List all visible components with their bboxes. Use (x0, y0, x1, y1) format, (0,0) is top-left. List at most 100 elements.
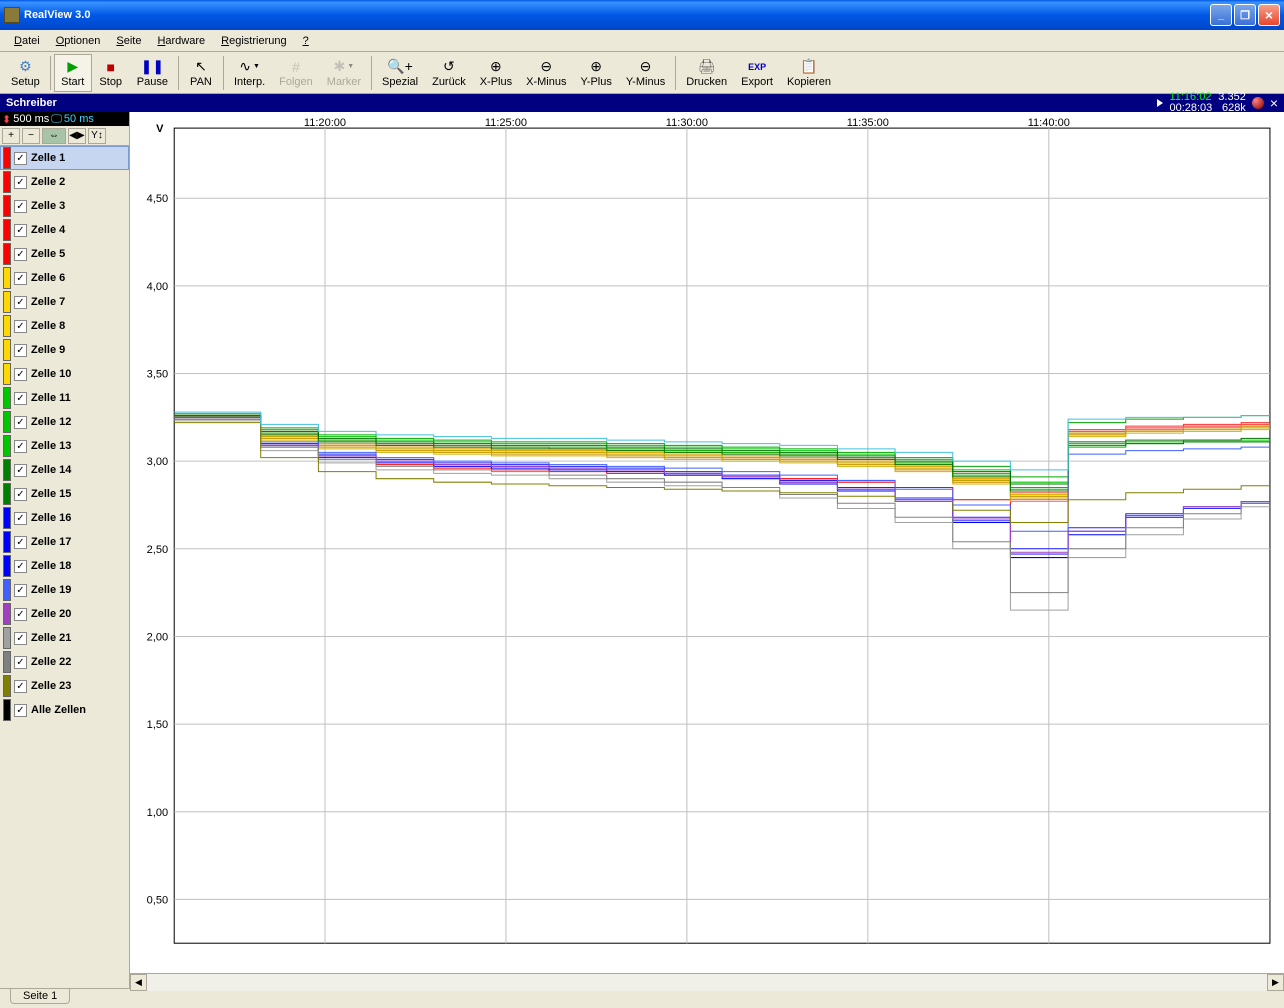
legend-checkbox[interactable]: ✓ (14, 296, 27, 309)
legend-checkbox[interactable]: ✓ (14, 608, 27, 621)
setup-button[interactable]: ⚙Setup (4, 54, 47, 92)
legend-item-zelle-2[interactable]: ✓Zelle 2 (0, 170, 129, 194)
legend-item-zelle-16[interactable]: ✓Zelle 16 (0, 506, 129, 530)
scroll-track[interactable] (147, 974, 1267, 991)
kopieren-button[interactable]: 📋Kopieren (780, 54, 838, 92)
legend-item-zelle-4[interactable]: ✓Zelle 4 (0, 218, 129, 242)
menu-[interactable]: ? (295, 33, 317, 49)
legend-checkbox[interactable]: ✓ (14, 488, 27, 501)
toolbar-label: Folgen (279, 76, 313, 88)
legend-checkbox[interactable]: ✓ (14, 536, 27, 549)
chart-scrollbar[interactable]: ◀ ▶ (130, 973, 1284, 990)
legend-checkbox[interactable]: ✓ (14, 176, 27, 189)
legend-checkbox[interactable]: ✓ (14, 704, 27, 717)
legend-checkbox[interactable]: ✓ (14, 320, 27, 333)
legend-item-zelle-21[interactable]: ✓Zelle 21 (0, 626, 129, 650)
legend-item-zelle-1[interactable]: ✓Zelle 1 (0, 146, 129, 170)
legend-checkbox[interactable]: ✓ (14, 200, 27, 213)
legend-checkbox[interactable]: ✓ (14, 368, 27, 381)
zoom-out-button[interactable]: − (22, 128, 40, 144)
legend-checkbox[interactable]: ✓ (14, 560, 27, 573)
menu-seite[interactable]: Seite (108, 33, 149, 49)
stop-button[interactable]: ■Stop (92, 54, 130, 92)
legend-item-zelle-22[interactable]: ✓Zelle 22 (0, 650, 129, 674)
legend-item-zelle-13[interactable]: ✓Zelle 13 (0, 434, 129, 458)
drucken-button[interactable]: 🖨Drucken (679, 54, 734, 92)
legend-label: Zelle 19 (31, 584, 71, 596)
legend-checkbox[interactable]: ✓ (14, 248, 27, 261)
legend-checkbox[interactable]: ✓ (14, 464, 27, 477)
dropdown-arrow-icon: ▼ (347, 63, 354, 70)
legend-item-zelle-18[interactable]: ✓Zelle 18 (0, 554, 129, 578)
legend-item-zelle-20[interactable]: ✓Zelle 20 (0, 602, 129, 626)
toolbar-label: Zurück (432, 76, 466, 88)
legend-item-zelle-23[interactable]: ✓ Zelle 23 (0, 674, 129, 698)
toolbar-label: Y-Plus (580, 76, 611, 88)
legend-item-zelle-10[interactable]: ✓Zelle 10 (0, 362, 129, 386)
legend-checkbox[interactable]: ✓ (14, 440, 27, 453)
xminus-button[interactable]: ⊖X-Minus (519, 54, 573, 92)
legend-checkbox[interactable]: ✓ (14, 152, 27, 165)
xplus-button[interactable]: ⊕X-Plus (473, 54, 519, 92)
legend-item-zelle-6[interactable]: ✓Zelle 6 (0, 266, 129, 290)
legend-color-swatch (3, 267, 11, 289)
legend-item-zelle-15[interactable]: ✓Zelle 15 (0, 482, 129, 506)
export-button[interactable]: EXPExport (734, 54, 780, 92)
legend-item-zelle-5[interactable]: ✓Zelle 5 (0, 242, 129, 266)
pause-button[interactable]: ❚❚Pause (130, 54, 175, 92)
legend-label: Zelle 23 (31, 680, 71, 692)
menu-registrierung[interactable]: Registrierung (213, 33, 294, 49)
legend-item-zelle-7[interactable]: ✓Zelle 7 (0, 290, 129, 314)
legend-item-zelle-12[interactable]: ✓Zelle 12 (0, 410, 129, 434)
zurck-button[interactable]: ↺Zurück (425, 54, 473, 92)
legend-color-swatch (3, 219, 11, 241)
legend-item-alle-zellen[interactable]: ✓Alle Zellen (0, 698, 129, 722)
dropdown-arrow-icon: ▼ (253, 63, 260, 70)
menu-datei[interactable]: Datei (6, 33, 48, 49)
status-close-icon[interactable]: × (1270, 95, 1278, 111)
legend-item-zelle-19[interactable]: ✓ Zelle 19 (0, 578, 129, 602)
scroll-right-icon[interactable]: ▶ (1267, 974, 1284, 991)
yplus-button[interactable]: ⊕Y-Plus (573, 54, 618, 92)
minimize-button[interactable]: _ (1210, 4, 1232, 26)
legend: ✓Zelle 1✓Zelle 2✓Zelle 3✓Zelle 4✓Zelle 5… (0, 146, 129, 988)
legend-checkbox[interactable]: ✓ (14, 344, 27, 357)
menu-optionen[interactable]: Optionen (48, 33, 109, 49)
legend-item-zelle-9[interactable]: ✓Zelle 9 (0, 338, 129, 362)
legend-color-swatch (3, 435, 11, 457)
yminus-button[interactable]: ⊖Y-Minus (619, 54, 672, 92)
legend-checkbox[interactable]: ✓ (14, 656, 27, 669)
legend-checkbox[interactable]: ✓ (14, 224, 27, 237)
interp-button[interactable]: ∿▼Interp. (227, 54, 272, 92)
legend-checkbox[interactable]: ✓ (14, 392, 27, 405)
y-axis-button[interactable]: Y↕ (88, 128, 106, 144)
scroll-left-icon[interactable]: ◀ (130, 974, 147, 991)
legend-item-zelle-14[interactable]: ✓Zelle 14 (0, 458, 129, 482)
maximize-button[interactable]: ❐ (1234, 4, 1256, 26)
legend-item-zelle-3[interactable]: ✓Zelle 3 (0, 194, 129, 218)
zoom-in-button[interactable]: + (2, 128, 20, 144)
legend-item-zelle-11[interactable]: ✓Zelle 11 (0, 386, 129, 410)
legend-item-zelle-8[interactable]: ✓Zelle 8 (0, 314, 129, 338)
legend-color-swatch (3, 195, 11, 217)
legend-item-zelle-17[interactable]: ✓Zelle 17 (0, 530, 129, 554)
legend-checkbox[interactable]: ✓ (14, 512, 27, 525)
legend-checkbox[interactable]: ✓ (14, 272, 27, 285)
legend-checkbox[interactable]: ✓ (14, 632, 27, 645)
tab-seite1[interactable]: Seite 1 (10, 989, 70, 1004)
legend-color-swatch (3, 243, 11, 265)
marker-icon: ✱▼ (334, 58, 355, 76)
toolbar-label: Marker (327, 76, 361, 88)
legend-checkbox[interactable]: ✓ (14, 584, 27, 597)
close-button[interactable]: × (1258, 4, 1280, 26)
menu-hardware[interactable]: Hardware (149, 33, 213, 49)
spezial-button[interactable]: 🔍+Spezial (375, 54, 425, 92)
window-title: RealView 3.0 (24, 9, 1210, 21)
start-button[interactable]: ▶Start (54, 54, 92, 92)
span-button[interactable]: ⇔ (42, 128, 66, 144)
legend-checkbox[interactable]: ✓ (14, 680, 27, 693)
legend-checkbox[interactable]: ✓ (14, 416, 27, 429)
pan-button[interactable]: ↖PAN (182, 54, 220, 92)
record-indicator-icon (1252, 97, 1264, 109)
nav-left-right-button[interactable]: ◀▶ (68, 128, 86, 144)
